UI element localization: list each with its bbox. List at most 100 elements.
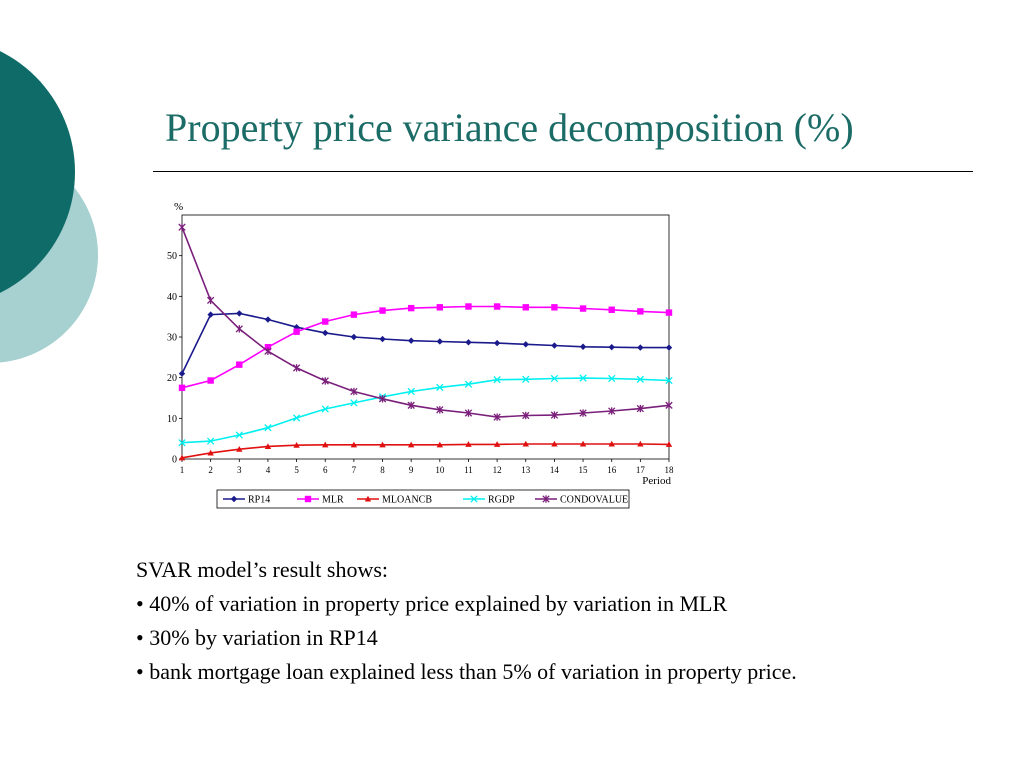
data-point-rgdp-stroke	[178, 439, 186, 447]
decorative-circles	[0, 51, 98, 363]
series-line-rgdp	[181, 377, 670, 444]
x-tick-label: 13	[521, 465, 531, 475]
x-tick-label: 2	[208, 465, 213, 475]
data-point-condovalue	[235, 325, 243, 333]
data-point-rgdp	[522, 375, 530, 383]
data-point-rgdp-stroke	[665, 376, 673, 385]
data-point-rgdp-stroke	[206, 437, 215, 445]
legend-label-rgdp: RGDP	[488, 495, 515, 506]
data-point-mlr	[637, 308, 644, 315]
bullet-1: • 40% of variation in property price exp…	[136, 591, 728, 616]
data-point-mlr	[379, 307, 386, 314]
bullet-3: • bank mortgage loan explained less than…	[136, 659, 797, 684]
x-tick-label: 6	[323, 465, 328, 475]
data-point-mlr	[407, 304, 415, 312]
data-point-rp14	[465, 339, 472, 346]
data-point-mloancb	[207, 449, 214, 456]
data-point-rgdp	[206, 437, 215, 445]
y-axis-label: %	[174, 201, 183, 213]
data-point-mlr	[665, 309, 673, 316]
data-point-condovalue	[665, 401, 673, 410]
y-tick-label: 30	[167, 333, 177, 344]
data-point-condovalue	[206, 296, 215, 305]
data-point-condovalue	[636, 404, 645, 413]
data-point-rgdp-stroke	[636, 375, 645, 383]
data-point-rgdp	[178, 439, 186, 447]
data-point-mlr	[293, 328, 300, 335]
data-point-rp14	[608, 343, 615, 351]
series-mlr	[178, 303, 673, 392]
data-point-condovalue	[522, 411, 530, 420]
data-point-mloancb	[407, 441, 415, 448]
legend-label-mlr: MLR	[322, 495, 344, 506]
series-line-rp14	[181, 312, 669, 374]
data-point-mlr	[608, 306, 615, 313]
data-point-rgdp	[350, 399, 358, 407]
data-point-mlr	[207, 377, 214, 384]
data-point-mloancb	[322, 441, 329, 448]
data-point-rp14	[436, 338, 444, 345]
data-point-mloancb	[465, 441, 472, 447]
data-point-rp14	[379, 335, 386, 343]
data-point-mloancb	[436, 441, 444, 448]
dark-teal-circle	[0, 51, 75, 293]
x-tick-label: 5	[294, 465, 299, 475]
data-point-mloancb	[637, 440, 644, 447]
data-point-rp14	[493, 339, 501, 347]
series-line-mloancb	[181, 443, 670, 459]
data-point-rgdp-stroke	[292, 414, 301, 422]
results-text: SVAR model’s result shows: • 40% of vari…	[136, 553, 1016, 689]
series-line-mlr	[181, 305, 670, 389]
data-point-mloancb	[608, 440, 615, 447]
slide-title: Property price variance decomposition (%…	[165, 105, 854, 150]
data-point-rgdp	[436, 383, 444, 392]
x-axis-label: Period	[642, 475, 671, 487]
data-point-condovalue	[178, 223, 186, 231]
x-tick-label: 15	[579, 465, 589, 475]
data-point-rp14	[350, 333, 358, 341]
data-point-rgdp	[321, 405, 329, 413]
data-point-mloancb	[293, 441, 300, 448]
data-point-condovalue	[407, 401, 415, 410]
legend-marker-rgdp-stroke	[470, 495, 478, 503]
data-point-mlr	[551, 304, 558, 311]
data-point-condovalue	[464, 409, 473, 417]
data-point-rgdp-stroke	[608, 374, 616, 383]
data-point-rgdp-stroke	[464, 380, 473, 388]
data-point-rgdp-stroke	[235, 431, 243, 439]
data-point-mlr	[436, 304, 444, 311]
title-divider	[153, 171, 973, 172]
data-point-rgdp	[264, 424, 272, 432]
data-point-condovalue	[350, 387, 358, 396]
x-tick-label: 1	[180, 465, 185, 475]
data-point-mloancb	[493, 441, 501, 447]
data-point-rp14	[207, 311, 214, 318]
data-point-rgdp	[235, 431, 243, 439]
data-point-rp14	[551, 342, 558, 349]
x-tick-label: 4	[266, 465, 271, 475]
data-point-rp14	[637, 344, 644, 351]
x-tick-label: 11	[464, 465, 473, 475]
x-tick-label: 8	[380, 465, 385, 475]
legend-box	[216, 489, 630, 509]
data-point-mlr	[493, 303, 501, 310]
data-point-condovalue	[493, 413, 501, 421]
x-tick-label: 16	[607, 465, 617, 475]
data-point-mloancb	[579, 440, 587, 447]
data-point-condovalue	[579, 409, 587, 417]
x-tick-label: 3	[237, 465, 242, 475]
data-point-mlr	[579, 305, 587, 312]
data-point-rgdp-stroke	[350, 399, 358, 407]
legend-label-rp14: RP14	[248, 495, 270, 506]
x-tick-label: 17	[636, 465, 646, 475]
chart-legend: RP14 MLR MLOANCB RGDP CONDOVALUE	[216, 489, 630, 509]
data-point-rgdp-stroke	[436, 383, 444, 392]
series-mloancb	[178, 440, 673, 461]
data-point-mlr	[236, 361, 243, 368]
data-point-rgdp-stroke	[493, 376, 501, 384]
data-point-mlr	[465, 303, 472, 310]
data-point-mloancb	[551, 440, 558, 447]
data-point-rp14	[236, 310, 243, 317]
x-tick-label: 9	[409, 465, 414, 475]
plot-frame	[181, 214, 670, 460]
